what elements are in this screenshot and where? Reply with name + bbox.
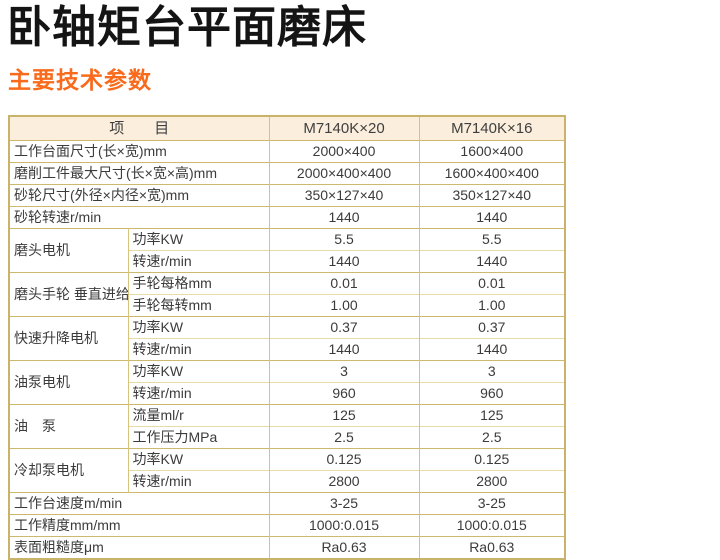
value-m7140k16: 350×127×40 xyxy=(418,184,566,207)
table-row: 表面粗糙度μm Ra0.63 Ra0.63 xyxy=(8,536,566,559)
value-m7140k20: 5.5 xyxy=(268,228,420,251)
table-row-group-start: 冷却泵电机 功率KW 0.125 0.125 xyxy=(8,448,566,493)
value-m7140k16: 1440 xyxy=(418,250,566,273)
value-m7140k20: 2000×400 xyxy=(268,140,420,163)
spec-table: 项 目 M7140K×20 M7140K×16 工作台面尺寸(长×宽)mm 20… xyxy=(8,115,567,560)
group-label: 快速升降电机 xyxy=(8,316,129,361)
table-header-row: 项 目 M7140K×20 M7140K×16 xyxy=(8,115,566,141)
value-m7140k20: 0.125 xyxy=(268,448,420,471)
value-m7140k20: 3 xyxy=(268,360,420,383)
value-m7140k20: Ra0.63 xyxy=(268,536,420,559)
sub-label: 流量ml/r xyxy=(127,404,270,427)
value-m7140k16: Ra0.63 xyxy=(418,536,566,559)
value-m7140k16: 2800 xyxy=(418,470,566,493)
table-row: 转速r/min 1440 1440 xyxy=(9,250,566,273)
value-m7140k20: 3-25 xyxy=(268,492,420,515)
value-m7140k16: 960 xyxy=(418,382,566,405)
value-m7140k20: 350×127×40 xyxy=(268,184,420,207)
value-m7140k20: 1000:0.015 xyxy=(268,514,420,537)
row-label: 工作精度mm/mm xyxy=(8,514,270,537)
row-label: 砂轮转速r/min xyxy=(8,206,270,229)
sub-label: 功率KW xyxy=(127,448,270,471)
value-m7140k20: 1.00 xyxy=(268,294,420,317)
sub-label: 转速r/min xyxy=(127,250,270,273)
value-m7140k16: 0.37 xyxy=(418,316,566,339)
row-label: 表面粗糙度μm xyxy=(8,536,270,559)
sub-label: 转速r/min xyxy=(127,382,270,405)
value-m7140k16: 1600×400 xyxy=(418,140,566,163)
table-row-group-start: 油泵电机 功率KW 3 3 xyxy=(8,360,566,405)
row-label: 磨削工件最大尺寸(长×宽×高)mm xyxy=(8,162,270,185)
value-m7140k20: 0.01 xyxy=(268,272,420,295)
table-row: 砂轮转速r/min 1440 1440 xyxy=(8,206,566,229)
sub-label: 功率KW xyxy=(127,316,270,339)
value-m7140k16: 3 xyxy=(418,360,566,383)
value-m7140k16: 1000:0.015 xyxy=(418,514,566,537)
value-m7140k20: 1440 xyxy=(268,338,420,361)
value-m7140k16: 0.01 xyxy=(418,272,566,295)
group-label: 磨头手轮 垂直进给 xyxy=(8,272,129,317)
table-row-group-start: 油 泵 流量ml/r 125 125 xyxy=(8,404,566,449)
group-label: 磨头电机 xyxy=(8,228,129,273)
section-subtitle: 主要技术参数 xyxy=(8,67,152,93)
value-m7140k20: 1440 xyxy=(268,206,420,229)
sub-label: 转速r/min xyxy=(127,470,270,493)
value-m7140k20: 125 xyxy=(268,404,420,427)
table-row: 砂轮尺寸(外径×内径×宽)mm 350×127×40 350×127×40 xyxy=(8,184,566,207)
value-m7140k20: 2000×400×400 xyxy=(268,162,420,185)
value-m7140k20: 2800 xyxy=(268,470,420,493)
group-label: 油泵电机 xyxy=(8,360,129,405)
value-m7140k20: 1440 xyxy=(268,250,420,273)
table-row: 工作台速度m/min 3-25 3-25 xyxy=(8,492,566,515)
value-m7140k16: 1600×400×400 xyxy=(418,162,566,185)
header-model-m7140k20: M7140K×20 xyxy=(268,115,420,141)
value-m7140k16: 1440 xyxy=(418,338,566,361)
group-label: 冷却泵电机 xyxy=(8,448,129,493)
value-m7140k16: 3-25 xyxy=(418,492,566,515)
table-row-group-start: 磨头电机 功率KW 5.5 5.5 xyxy=(8,228,566,273)
table-row: 工作压力MPa 2.5 2.5 xyxy=(9,426,566,449)
value-m7140k16: 5.5 xyxy=(418,228,566,251)
table-row: 工作精度mm/mm 1000:0.015 1000:0.015 xyxy=(8,514,566,537)
value-m7140k16: 1440 xyxy=(418,206,566,229)
value-m7140k20: 2.5 xyxy=(268,426,420,449)
table-row: 工作台面尺寸(长×宽)mm 2000×400 1600×400 xyxy=(8,140,566,163)
sub-label: 工作压力MPa xyxy=(127,426,270,449)
table-row: 手轮每转mm 1.00 1.00 xyxy=(9,294,566,317)
page-title: 卧轴矩台平面磨床 xyxy=(7,3,367,52)
row-label: 砂轮尺寸(外径×内径×宽)mm xyxy=(8,184,270,207)
group-label: 油 泵 xyxy=(8,404,129,449)
row-label: 工作台速度m/min xyxy=(8,492,270,515)
sub-label: 功率KW xyxy=(127,228,270,251)
table-row-group-start: 磨头手轮 垂直进给 手轮每格mm 0.01 0.01 xyxy=(8,272,566,317)
table-row: 转速r/min 2800 2800 xyxy=(9,470,566,493)
value-m7140k16: 2.5 xyxy=(418,426,566,449)
table-row-group-start: 快速升降电机 功率KW 0.37 0.37 xyxy=(8,316,566,361)
value-m7140k16: 0.125 xyxy=(418,448,566,471)
value-m7140k20: 0.37 xyxy=(268,316,420,339)
row-label: 工作台面尺寸(长×宽)mm xyxy=(8,140,270,163)
sub-label: 功率KW xyxy=(127,360,270,383)
value-m7140k16: 1.00 xyxy=(418,294,566,317)
table-row: 转速r/min 960 960 xyxy=(9,382,566,405)
header-item: 项 目 xyxy=(8,115,270,141)
sub-label: 手轮每转mm xyxy=(127,294,270,317)
value-m7140k16: 125 xyxy=(418,404,566,427)
table-row: 转速r/min 1440 1440 xyxy=(9,338,566,361)
header-model-m7140k16: M7140K×16 xyxy=(418,115,566,141)
sub-label: 手轮每格mm xyxy=(127,272,270,295)
value-m7140k20: 960 xyxy=(268,382,420,405)
sub-label: 转速r/min xyxy=(127,338,270,361)
table-row: 磨削工件最大尺寸(长×宽×高)mm 2000×400×400 1600×400×… xyxy=(8,162,566,185)
